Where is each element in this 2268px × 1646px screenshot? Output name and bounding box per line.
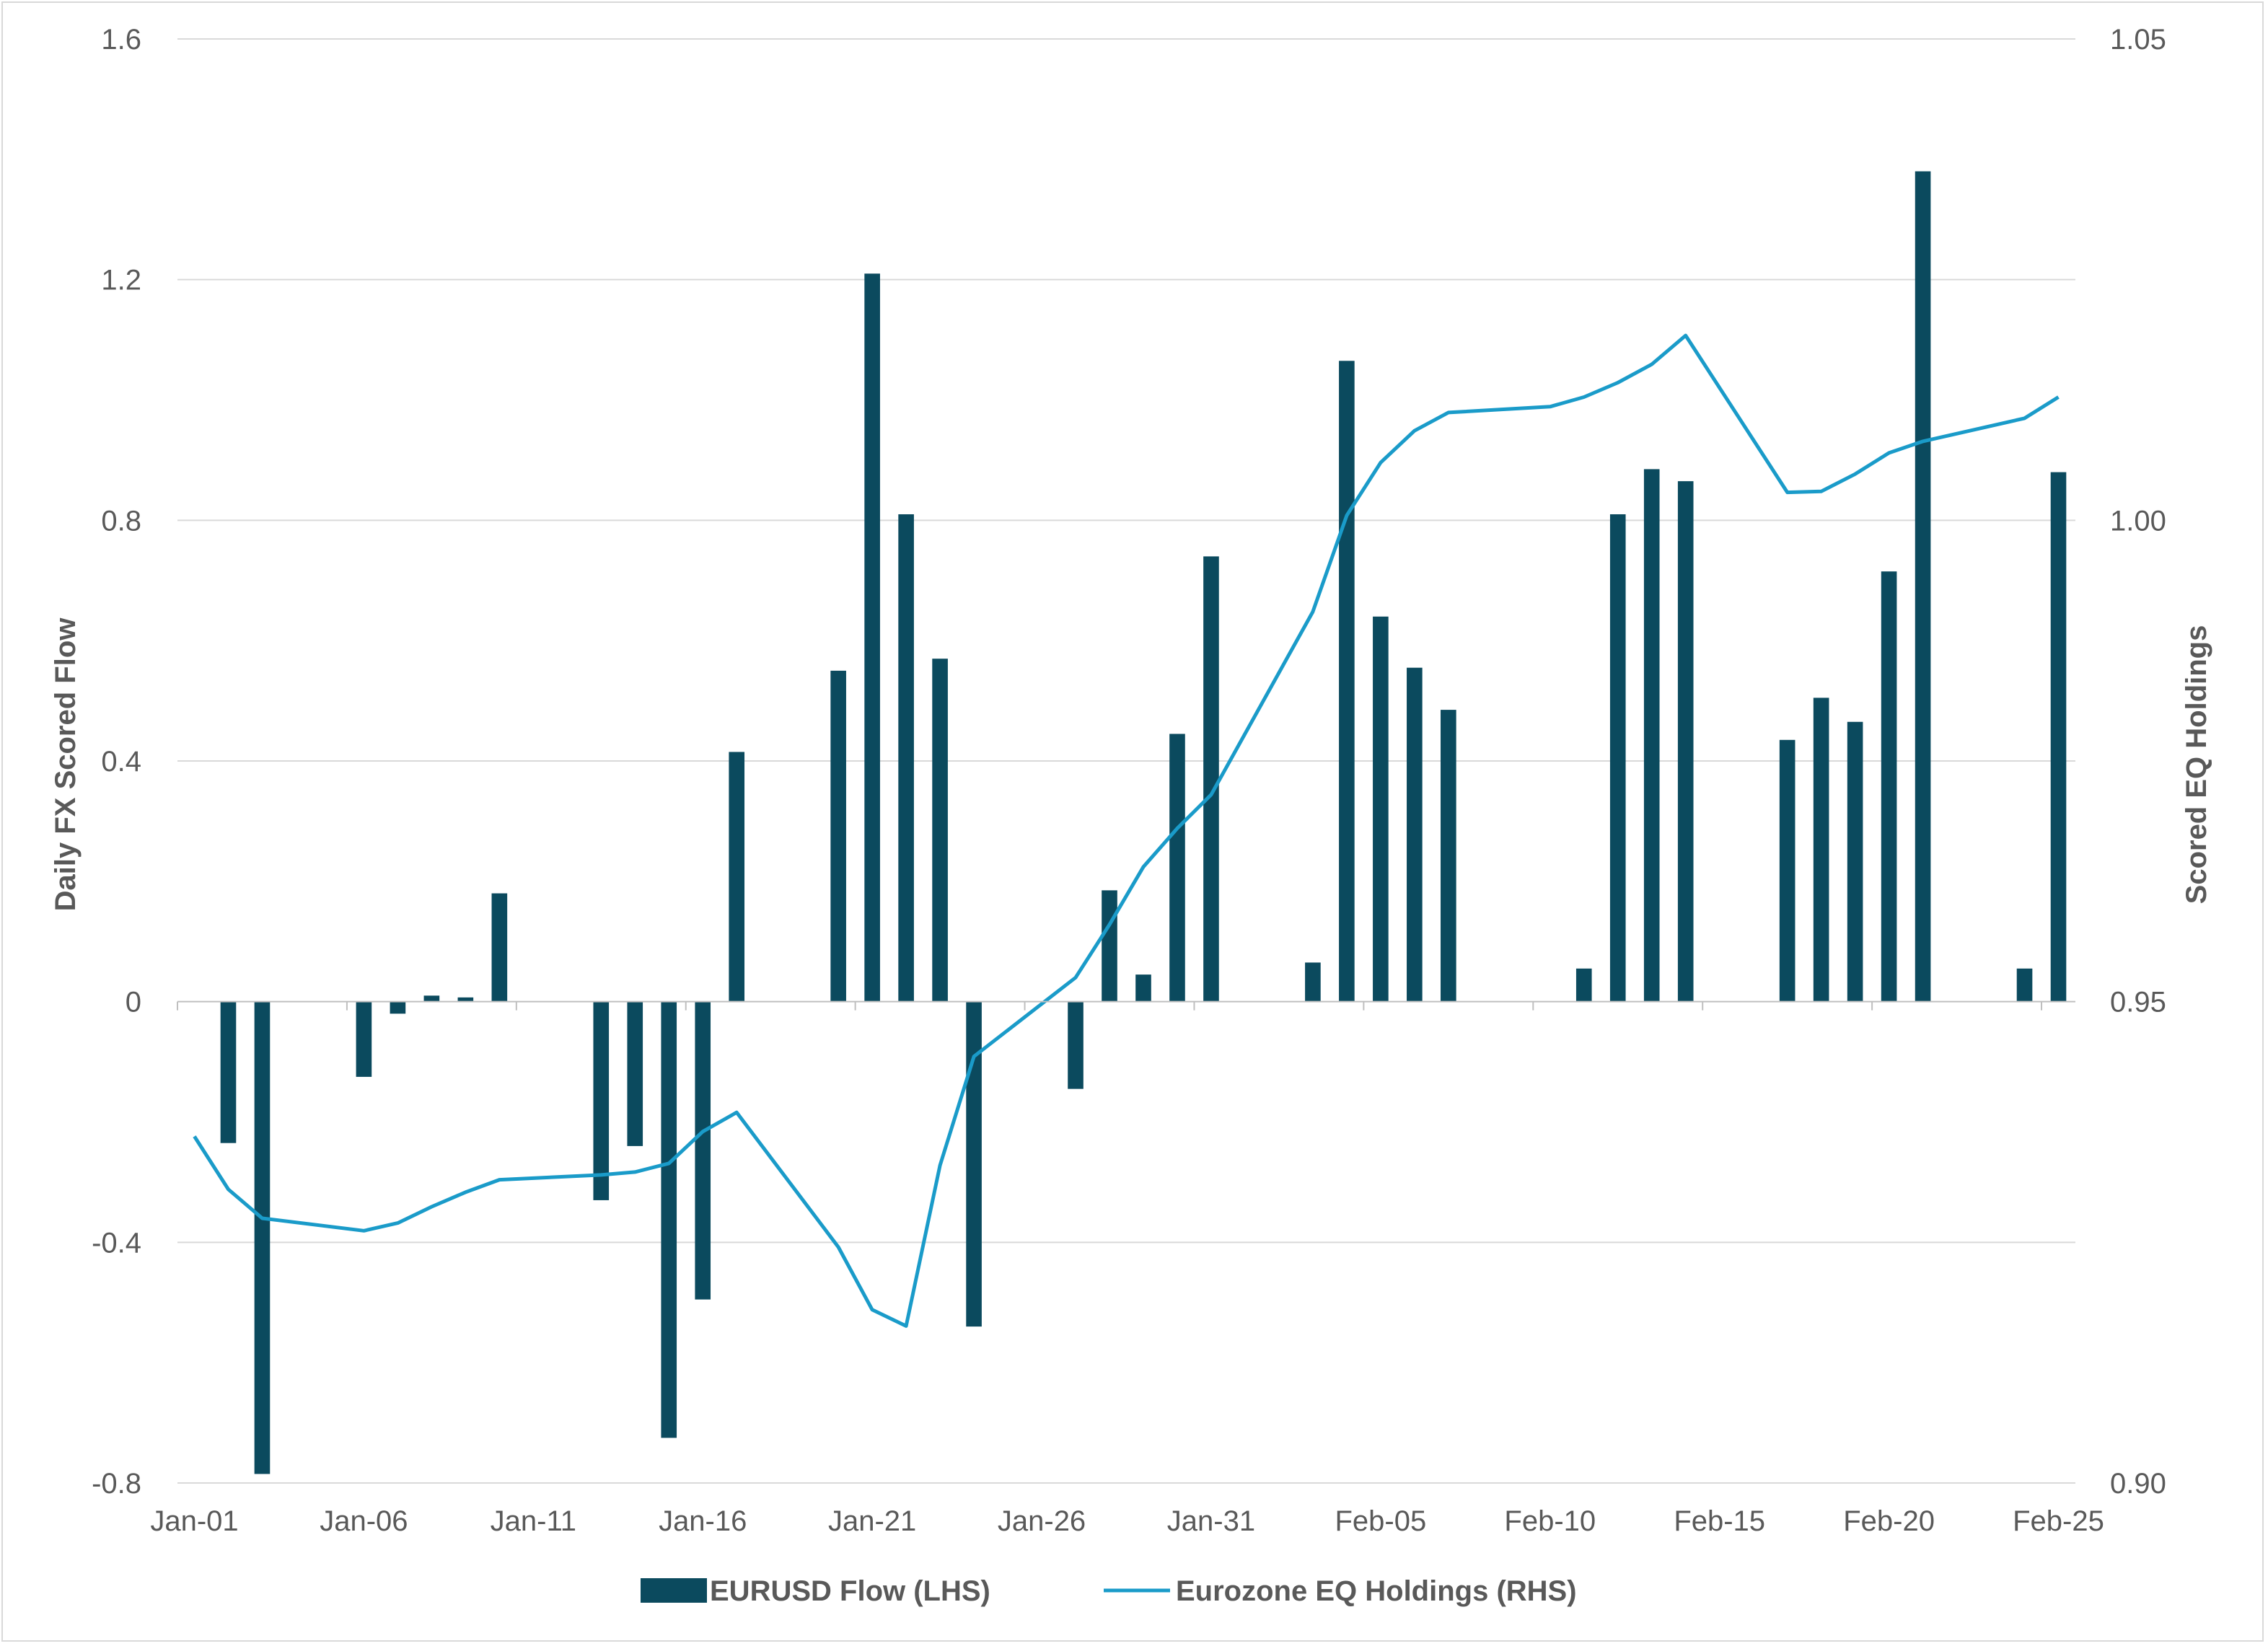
bar: [254, 1001, 271, 1474]
bar-series-eurusd-flow: [220, 171, 2067, 1474]
bar: [1881, 571, 1897, 1002]
bar: [830, 670, 846, 1002]
bar: [1102, 890, 1117, 1002]
y-tick-label: 0.4: [101, 746, 141, 778]
y2-tick-label: 0.90: [2110, 1468, 2166, 1500]
bar: [1609, 514, 1626, 1002]
bar: [1813, 697, 1829, 1002]
bar: [1373, 616, 1389, 1002]
bar: [1068, 1001, 1084, 1089]
y-tick-label: 0: [126, 987, 141, 1018]
x-tick-label: Feb-25: [2013, 1505, 2104, 1537]
bar: [1135, 974, 1151, 1002]
y-tick-label: 0.8: [101, 505, 141, 537]
bar: [1203, 556, 1219, 1002]
legend: EURUSD Flow (LHS) Eurozone EQ Holdings (…: [641, 1575, 1577, 1607]
bar: [390, 1001, 406, 1014]
bar: [1677, 481, 1694, 1002]
bar: [1305, 962, 1321, 1002]
y2-tick-label: 1.00: [2110, 505, 2166, 537]
bar: [1643, 469, 1660, 1002]
x-tick-label: Jan-06: [320, 1505, 408, 1537]
x-tick-label: Feb-05: [1335, 1505, 1426, 1537]
x-tick-label: Feb-15: [1674, 1505, 1765, 1537]
x-tick-label: Jan-11: [491, 1505, 576, 1537]
bar: [661, 1001, 677, 1438]
bar: [1169, 734, 1185, 1002]
bar: [423, 995, 440, 1002]
bar: [356, 1001, 372, 1077]
bar: [593, 1001, 610, 1200]
bar: [695, 1001, 711, 1300]
y-axis-left-title: Daily FX Scored Flow: [50, 617, 82, 912]
bar: [627, 1001, 643, 1146]
line-path: [193, 333, 2060, 1328]
y-axis-right-title: Scored EQ Holdings: [2181, 625, 2212, 905]
bar: [457, 997, 474, 1002]
bar: [932, 659, 948, 1002]
bar: [2016, 968, 2033, 1002]
y-tick-label: 1.6: [101, 24, 141, 56]
bar: [729, 752, 745, 1002]
line-series-eurozone-eq-holdings: [193, 333, 2060, 1328]
y-tick-label: -0.4: [92, 1227, 141, 1259]
x-tick-label: Jan-01: [150, 1505, 238, 1537]
y2-tick-label: 1.05: [2110, 24, 2166, 56]
x-tick-label: Feb-20: [1843, 1505, 1935, 1537]
x-tick-label: Jan-16: [659, 1505, 747, 1537]
axes: 1.6 1.2 0.8 0.4 0 -0.4 -0.8 1.05 1.00 0.95 0.90 Jan…: [92, 24, 2166, 1537]
legend-bar-label: EURUSD Flow (LHS): [710, 1575, 990, 1607]
bar: [1407, 667, 1423, 1002]
bar: [966, 1001, 982, 1327]
x-tick-label: Jan-31: [1167, 1505, 1255, 1537]
bar: [1915, 171, 1931, 1002]
bar: [1441, 710, 1456, 1002]
bar: [2050, 472, 2067, 1002]
y-tick-label: 1.2: [101, 265, 141, 296]
x-tick-label: Jan-21: [828, 1505, 916, 1537]
bar: [864, 273, 880, 1002]
bar: [1575, 968, 1592, 1002]
bar: [1847, 721, 1863, 1002]
legend-line-label: Eurozone EQ Holdings (RHS): [1176, 1575, 1577, 1607]
bar: [491, 893, 508, 1002]
bar: [898, 514, 914, 1002]
x-tick-label: Jan-26: [998, 1505, 1086, 1537]
y-tick-label: -0.8: [92, 1468, 141, 1500]
bar: [1779, 739, 1796, 1002]
legend-bar-swatch: [641, 1578, 707, 1603]
bar: [1339, 361, 1355, 1002]
gridlines: [177, 38, 2075, 1484]
y2-tick-label: 0.95: [2110, 987, 2166, 1018]
bar: [220, 1001, 237, 1143]
x-tick-label: Feb-10: [1504, 1505, 1596, 1537]
